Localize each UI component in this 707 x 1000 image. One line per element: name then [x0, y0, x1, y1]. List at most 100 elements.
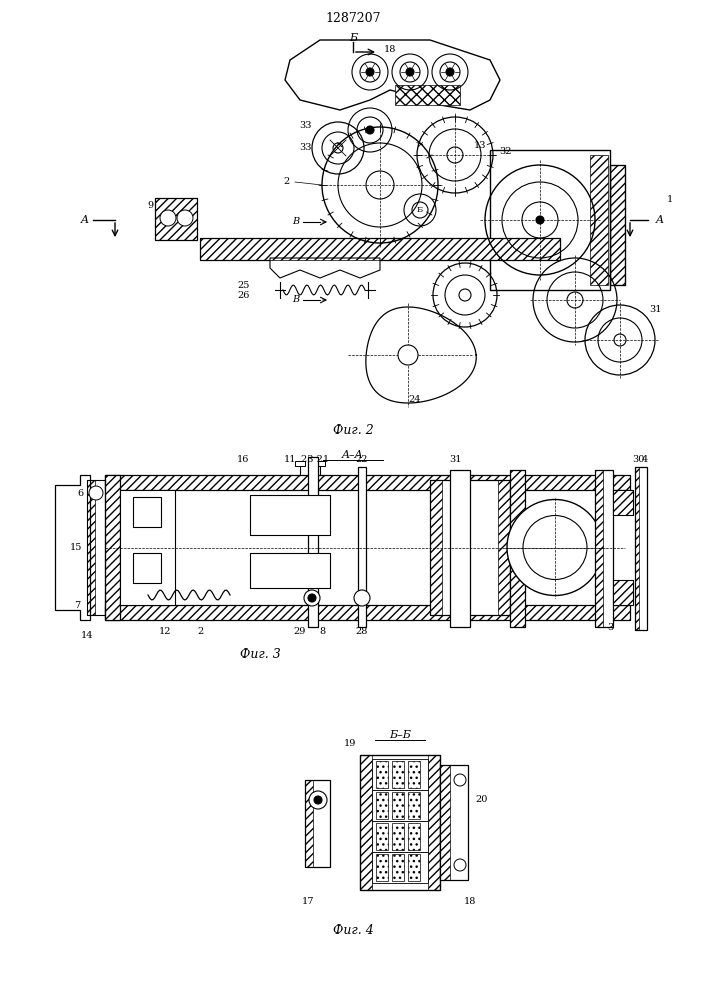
Bar — [105, 475, 120, 620]
Bar — [305, 780, 313, 867]
Text: 4: 4 — [642, 456, 648, 464]
Text: A: A — [656, 215, 664, 225]
Text: 24: 24 — [409, 395, 421, 404]
Circle shape — [354, 590, 370, 606]
Bar — [358, 467, 366, 627]
Circle shape — [314, 796, 322, 804]
Text: 26: 26 — [238, 290, 250, 300]
Bar — [250, 552, 330, 587]
Bar — [595, 470, 613, 627]
Text: Б: Б — [349, 33, 357, 43]
Text: Фиг. 4: Фиг. 4 — [332, 924, 373, 936]
Text: 33: 33 — [299, 143, 311, 152]
Text: Б: Б — [417, 206, 423, 214]
Bar — [595, 470, 603, 627]
Text: 14: 14 — [81, 631, 93, 640]
Bar — [450, 470, 470, 627]
Circle shape — [89, 486, 103, 500]
Text: A: A — [81, 215, 89, 225]
Bar — [200, 238, 560, 260]
Text: A–A: A–A — [342, 450, 364, 460]
Bar — [372, 759, 428, 790]
Text: 22: 22 — [356, 456, 368, 464]
Text: 7: 7 — [74, 600, 80, 609]
Bar — [250, 495, 330, 535]
Text: 6: 6 — [78, 488, 84, 497]
Bar — [613, 490, 633, 515]
Bar — [430, 480, 442, 615]
Bar — [440, 765, 468, 880]
Text: 1: 1 — [667, 196, 673, 205]
Text: 8: 8 — [319, 628, 325, 637]
Bar — [392, 854, 404, 881]
Bar — [392, 761, 404, 788]
Bar — [376, 854, 388, 881]
Text: В: В — [293, 218, 300, 227]
Circle shape — [454, 859, 466, 871]
Bar — [360, 755, 372, 890]
Text: 29: 29 — [294, 628, 306, 637]
Text: 3: 3 — [607, 624, 613, 633]
Bar — [87, 480, 105, 615]
Bar — [490, 150, 610, 290]
Bar — [408, 761, 420, 788]
Polygon shape — [55, 475, 90, 620]
Bar — [308, 457, 312, 627]
Polygon shape — [285, 40, 500, 110]
Bar — [372, 852, 428, 883]
Text: 32: 32 — [498, 147, 511, 156]
Circle shape — [308, 594, 316, 602]
Circle shape — [523, 516, 587, 580]
Text: 19: 19 — [344, 738, 356, 748]
Bar — [430, 480, 510, 615]
Bar — [376, 761, 388, 788]
Bar — [466, 470, 470, 627]
Bar — [250, 495, 330, 535]
Text: 17: 17 — [302, 898, 314, 906]
Bar — [105, 475, 630, 490]
Bar — [408, 823, 420, 850]
Circle shape — [304, 590, 320, 606]
Text: 12: 12 — [159, 628, 171, 637]
Bar — [105, 605, 630, 620]
Text: Фиг. 2: Фиг. 2 — [332, 424, 373, 436]
Text: 2: 2 — [284, 178, 290, 186]
Bar — [155, 198, 197, 240]
Bar — [308, 457, 318, 627]
Bar — [635, 467, 639, 630]
Text: 28: 28 — [356, 628, 368, 637]
Bar — [314, 457, 318, 627]
Bar — [360, 755, 440, 890]
Text: 13: 13 — [474, 140, 486, 149]
Bar — [610, 165, 625, 285]
Bar — [133, 552, 161, 582]
Bar — [200, 238, 560, 260]
Bar — [163, 490, 175, 605]
Bar — [372, 790, 428, 821]
Circle shape — [536, 216, 544, 224]
Text: 31: 31 — [649, 306, 661, 314]
Bar — [250, 552, 330, 587]
Polygon shape — [366, 307, 477, 403]
Text: 11: 11 — [284, 456, 296, 464]
Text: 20: 20 — [476, 796, 489, 804]
Bar — [392, 823, 404, 850]
Bar — [395, 85, 460, 105]
Text: 1287207: 1287207 — [325, 11, 381, 24]
Bar — [590, 155, 608, 285]
Bar — [408, 792, 420, 819]
Bar — [315, 461, 325, 466]
Circle shape — [177, 210, 193, 226]
Bar — [133, 497, 161, 527]
Bar — [450, 470, 454, 627]
Circle shape — [366, 68, 374, 76]
Text: 16: 16 — [237, 456, 249, 464]
Bar — [428, 755, 440, 890]
Text: 31: 31 — [449, 456, 461, 464]
Text: 18: 18 — [464, 898, 477, 906]
Text: 25: 25 — [238, 280, 250, 290]
Bar — [295, 461, 305, 466]
Circle shape — [398, 345, 418, 365]
Text: Фиг. 3: Фиг. 3 — [240, 648, 281, 662]
Bar — [376, 792, 388, 819]
